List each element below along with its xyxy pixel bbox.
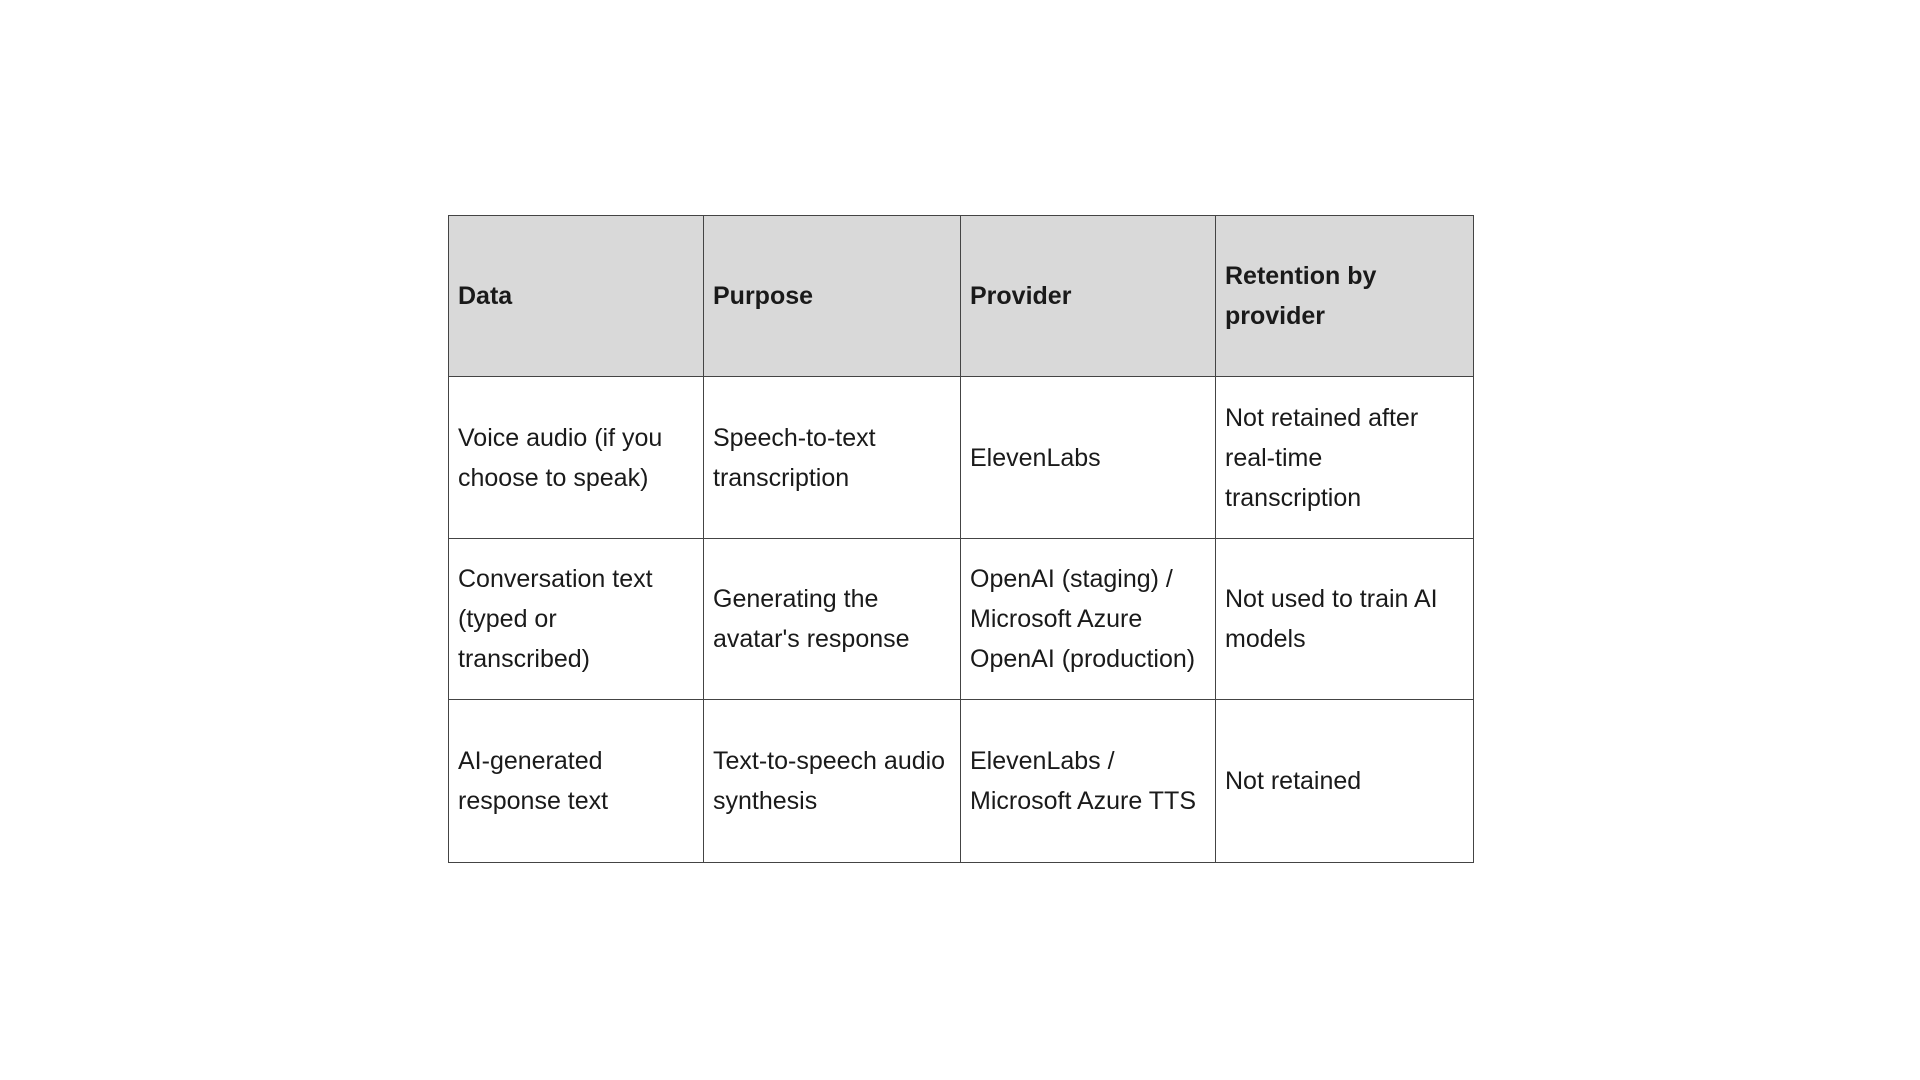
table-header-row: Data Purpose Provider Retention by provi…: [448, 215, 1474, 377]
cell-ai-response-purpose: Text-to-speech audio synthesis: [703, 699, 961, 863]
header-cell-provider: Provider: [960, 215, 1216, 377]
table-row-conversation-text: Conversation text (typed or transcribed)…: [448, 538, 1474, 700]
cell-ai-response-data: AI-generated response text: [448, 699, 704, 863]
cell-conversation-text-retention: Not used to train AI models: [1215, 538, 1474, 700]
cell-voice-audio-data: Voice audio (if you choose to speak): [448, 376, 704, 539]
cell-voice-audio-purpose: Speech-to-text transcription: [703, 376, 961, 539]
cell-conversation-text-provider: OpenAI (staging) / Microsoft Azure OpenA…: [960, 538, 1216, 700]
table-row-ai-response: AI-generated response text Text-to-speec…: [448, 699, 1474, 863]
cell-voice-audio-retention: Not retained after real-time transcripti…: [1215, 376, 1474, 539]
cell-voice-audio-provider: ElevenLabs: [960, 376, 1216, 539]
data-retention-table: Data Purpose Provider Retention by provi…: [448, 215, 1474, 863]
header-cell-purpose: Purpose: [703, 215, 961, 377]
cell-conversation-text-purpose: Generating the avatar's response: [703, 538, 961, 700]
cell-ai-response-retention: Not retained: [1215, 699, 1474, 863]
table-row-voice-audio: Voice audio (if you choose to speak) Spe…: [448, 376, 1474, 539]
header-cell-data: Data: [448, 215, 704, 377]
cell-ai-response-provider: ElevenLabs / Microsoft Azure TTS: [960, 699, 1216, 863]
header-cell-retention: Retention by provider: [1215, 215, 1474, 377]
cell-conversation-text-data: Conversation text (typed or transcribed): [448, 538, 704, 700]
